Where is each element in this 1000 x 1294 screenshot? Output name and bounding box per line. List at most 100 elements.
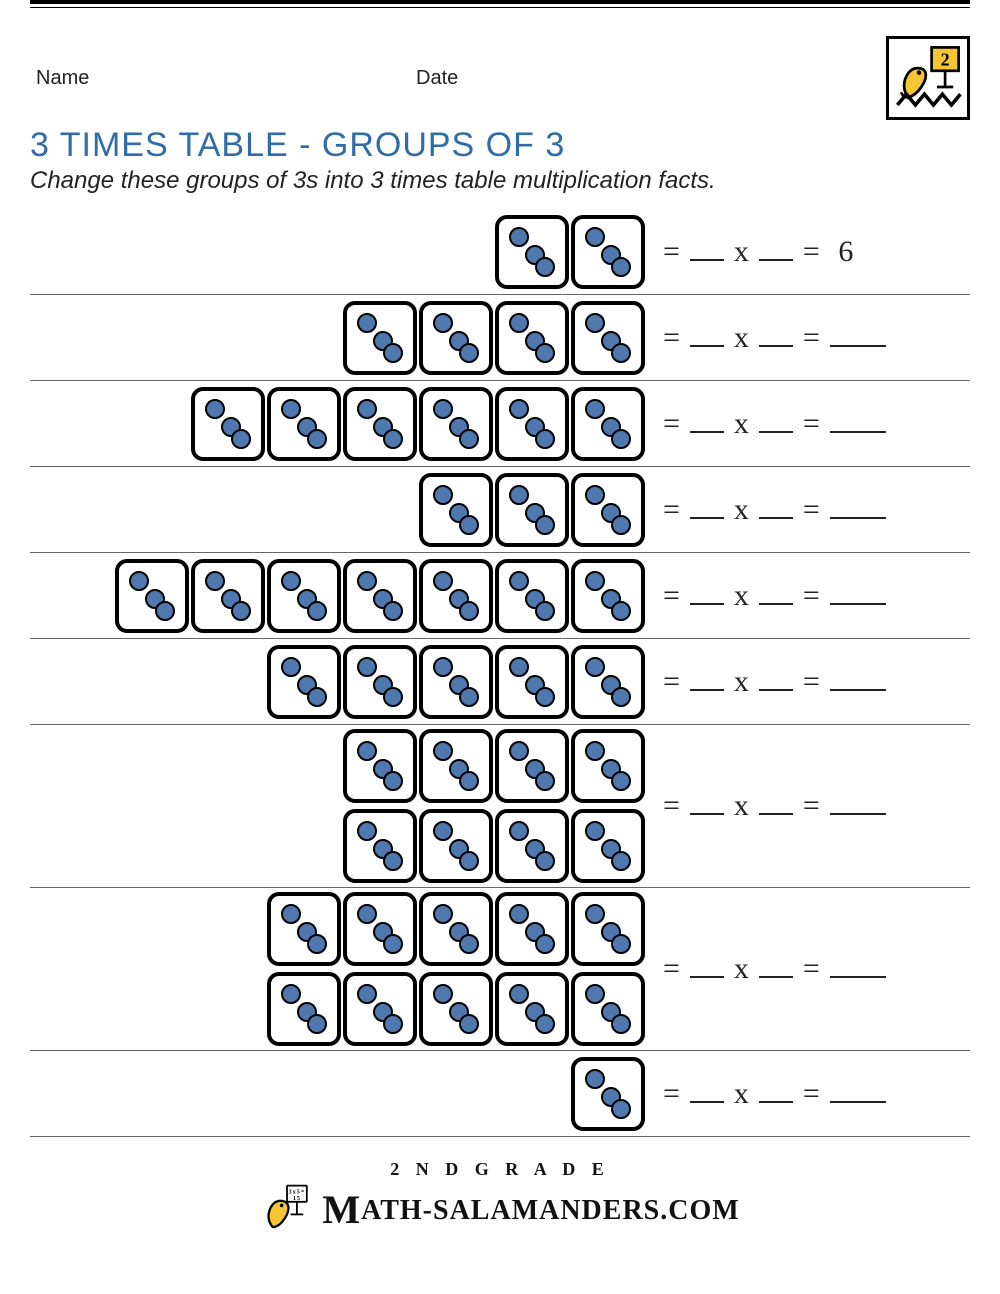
times-sign: x	[734, 235, 749, 269]
dot-icon	[383, 851, 403, 871]
problem-row: =x=	[30, 888, 970, 1051]
page-subtitle: Change these groups of 3s into 3 times t…	[30, 167, 970, 195]
die-of-three	[495, 387, 569, 461]
dot-icon	[509, 741, 529, 761]
dot-icon	[509, 313, 529, 333]
dice-area	[30, 559, 645, 633]
problem-row: =x=	[30, 295, 970, 381]
factor-blank-2[interactable]	[759, 669, 793, 691]
die-of-three	[419, 473, 493, 547]
dot-icon	[357, 657, 377, 677]
factor-blank-2[interactable]	[759, 956, 793, 978]
dot-icon	[307, 687, 327, 707]
factor-blank-1[interactable]	[690, 956, 724, 978]
dot-icon	[459, 343, 479, 363]
die-of-three	[343, 387, 417, 461]
dot-icon	[585, 821, 605, 841]
dice-area	[30, 729, 645, 883]
die-of-three	[419, 301, 493, 375]
equals-sign: =	[803, 665, 820, 699]
equation: =x=	[645, 321, 886, 355]
factor-blank-1[interactable]	[690, 1081, 724, 1103]
die-of-three	[343, 892, 417, 966]
dot-icon	[433, 485, 453, 505]
brand-logo: 2	[886, 36, 970, 120]
factor-blank-1[interactable]	[690, 583, 724, 605]
factor-blank-1[interactable]	[690, 669, 724, 691]
dot-icon	[231, 601, 251, 621]
dot-icon	[611, 1099, 631, 1119]
dot-icon	[383, 429, 403, 449]
answer-blank[interactable]	[830, 956, 886, 978]
dot-icon	[611, 429, 631, 449]
dot-icon	[509, 399, 529, 419]
factor-blank-1[interactable]	[690, 793, 724, 815]
dot-icon	[383, 771, 403, 791]
dot-icon	[383, 601, 403, 621]
factor-blank-1[interactable]	[690, 325, 724, 347]
dot-icon	[155, 601, 175, 621]
dot-icon	[433, 399, 453, 419]
answer-blank[interactable]	[830, 793, 886, 815]
factor-blank-2[interactable]	[759, 325, 793, 347]
answer-blank[interactable]	[830, 411, 886, 433]
die-of-three	[571, 559, 645, 633]
dot-icon	[205, 571, 225, 591]
problem-row: =x=	[30, 639, 970, 725]
die-of-three	[495, 729, 569, 803]
dice-area	[30, 301, 645, 375]
die-of-three	[419, 892, 493, 966]
die-of-three	[571, 729, 645, 803]
equation: =x=	[645, 665, 886, 699]
die-of-three	[267, 972, 341, 1046]
factor-blank-1[interactable]	[690, 497, 724, 519]
dice-area	[30, 215, 645, 289]
equals-sign: =	[663, 321, 680, 355]
equation: =x=6	[645, 235, 862, 269]
dot-icon	[459, 771, 479, 791]
times-sign: x	[734, 1077, 749, 1111]
dot-icon	[611, 343, 631, 363]
dot-icon	[509, 984, 529, 1004]
problem-row: =x=	[30, 553, 970, 639]
die-of-three	[571, 1057, 645, 1131]
factor-blank-2[interactable]	[759, 411, 793, 433]
equals-sign: =	[803, 235, 820, 269]
die-of-three	[419, 972, 493, 1046]
factor-blank-2[interactable]	[759, 793, 793, 815]
dot-icon	[433, 904, 453, 924]
equals-sign: =	[663, 665, 680, 699]
die-of-three	[267, 387, 341, 461]
dice-row-break	[30, 805, 645, 807]
dot-icon	[509, 821, 529, 841]
dot-icon	[585, 741, 605, 761]
equals-sign: =	[663, 789, 680, 823]
dot-icon	[281, 657, 301, 677]
answer-blank[interactable]	[830, 325, 886, 347]
page-title: 3 TIMES TABLE - GROUPS OF 3	[30, 126, 970, 165]
answer-blank[interactable]	[830, 497, 886, 519]
dot-icon	[433, 741, 453, 761]
factor-blank-1[interactable]	[690, 411, 724, 433]
factor-blank-2[interactable]	[759, 239, 793, 261]
dot-icon	[535, 343, 555, 363]
top-rule	[30, 0, 970, 8]
dot-icon	[585, 227, 605, 247]
factor-blank-2[interactable]	[759, 497, 793, 519]
dot-icon	[535, 934, 555, 954]
dot-icon	[535, 515, 555, 535]
factor-blank-2[interactable]	[759, 583, 793, 605]
answer-blank[interactable]	[830, 1081, 886, 1103]
factor-blank-1[interactable]	[690, 239, 724, 261]
factor-blank-2[interactable]	[759, 1081, 793, 1103]
worksheet-header: Name Date 2	[36, 36, 970, 120]
dot-icon	[129, 571, 149, 591]
answer-blank[interactable]	[830, 583, 886, 605]
die-of-three	[495, 215, 569, 289]
dot-icon	[509, 571, 529, 591]
dot-icon	[585, 1069, 605, 1089]
date-label: Date	[416, 67, 458, 90]
footer-brand-prefix: M	[322, 1187, 361, 1232]
dot-icon	[357, 313, 377, 333]
answer-blank[interactable]	[830, 669, 886, 691]
